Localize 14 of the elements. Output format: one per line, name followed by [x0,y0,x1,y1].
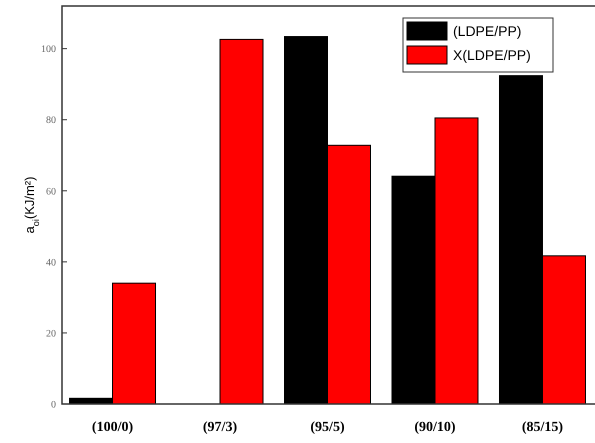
x-tick-label: (100/0) [92,420,134,435]
legend-label: X(LDPE/PP) [453,47,531,63]
x-tick-label: (90/10) [414,420,456,435]
y-tick-label: 100 [41,44,56,56]
x-tick-label: (97/3) [202,420,238,435]
bar [220,38,264,404]
x-tick-label: (95/5) [310,420,345,435]
y-tick-label: 20 [46,328,56,340]
x-tick-label: (85/15) [522,420,564,435]
legend-label: (LDPE/PP) [453,23,522,39]
y-tick-label: 0 [51,400,56,410]
y-tick-label: 80 [46,115,56,126]
y-tick-label: 60 [46,186,56,198]
y-tick-label: 40 [46,257,56,268]
